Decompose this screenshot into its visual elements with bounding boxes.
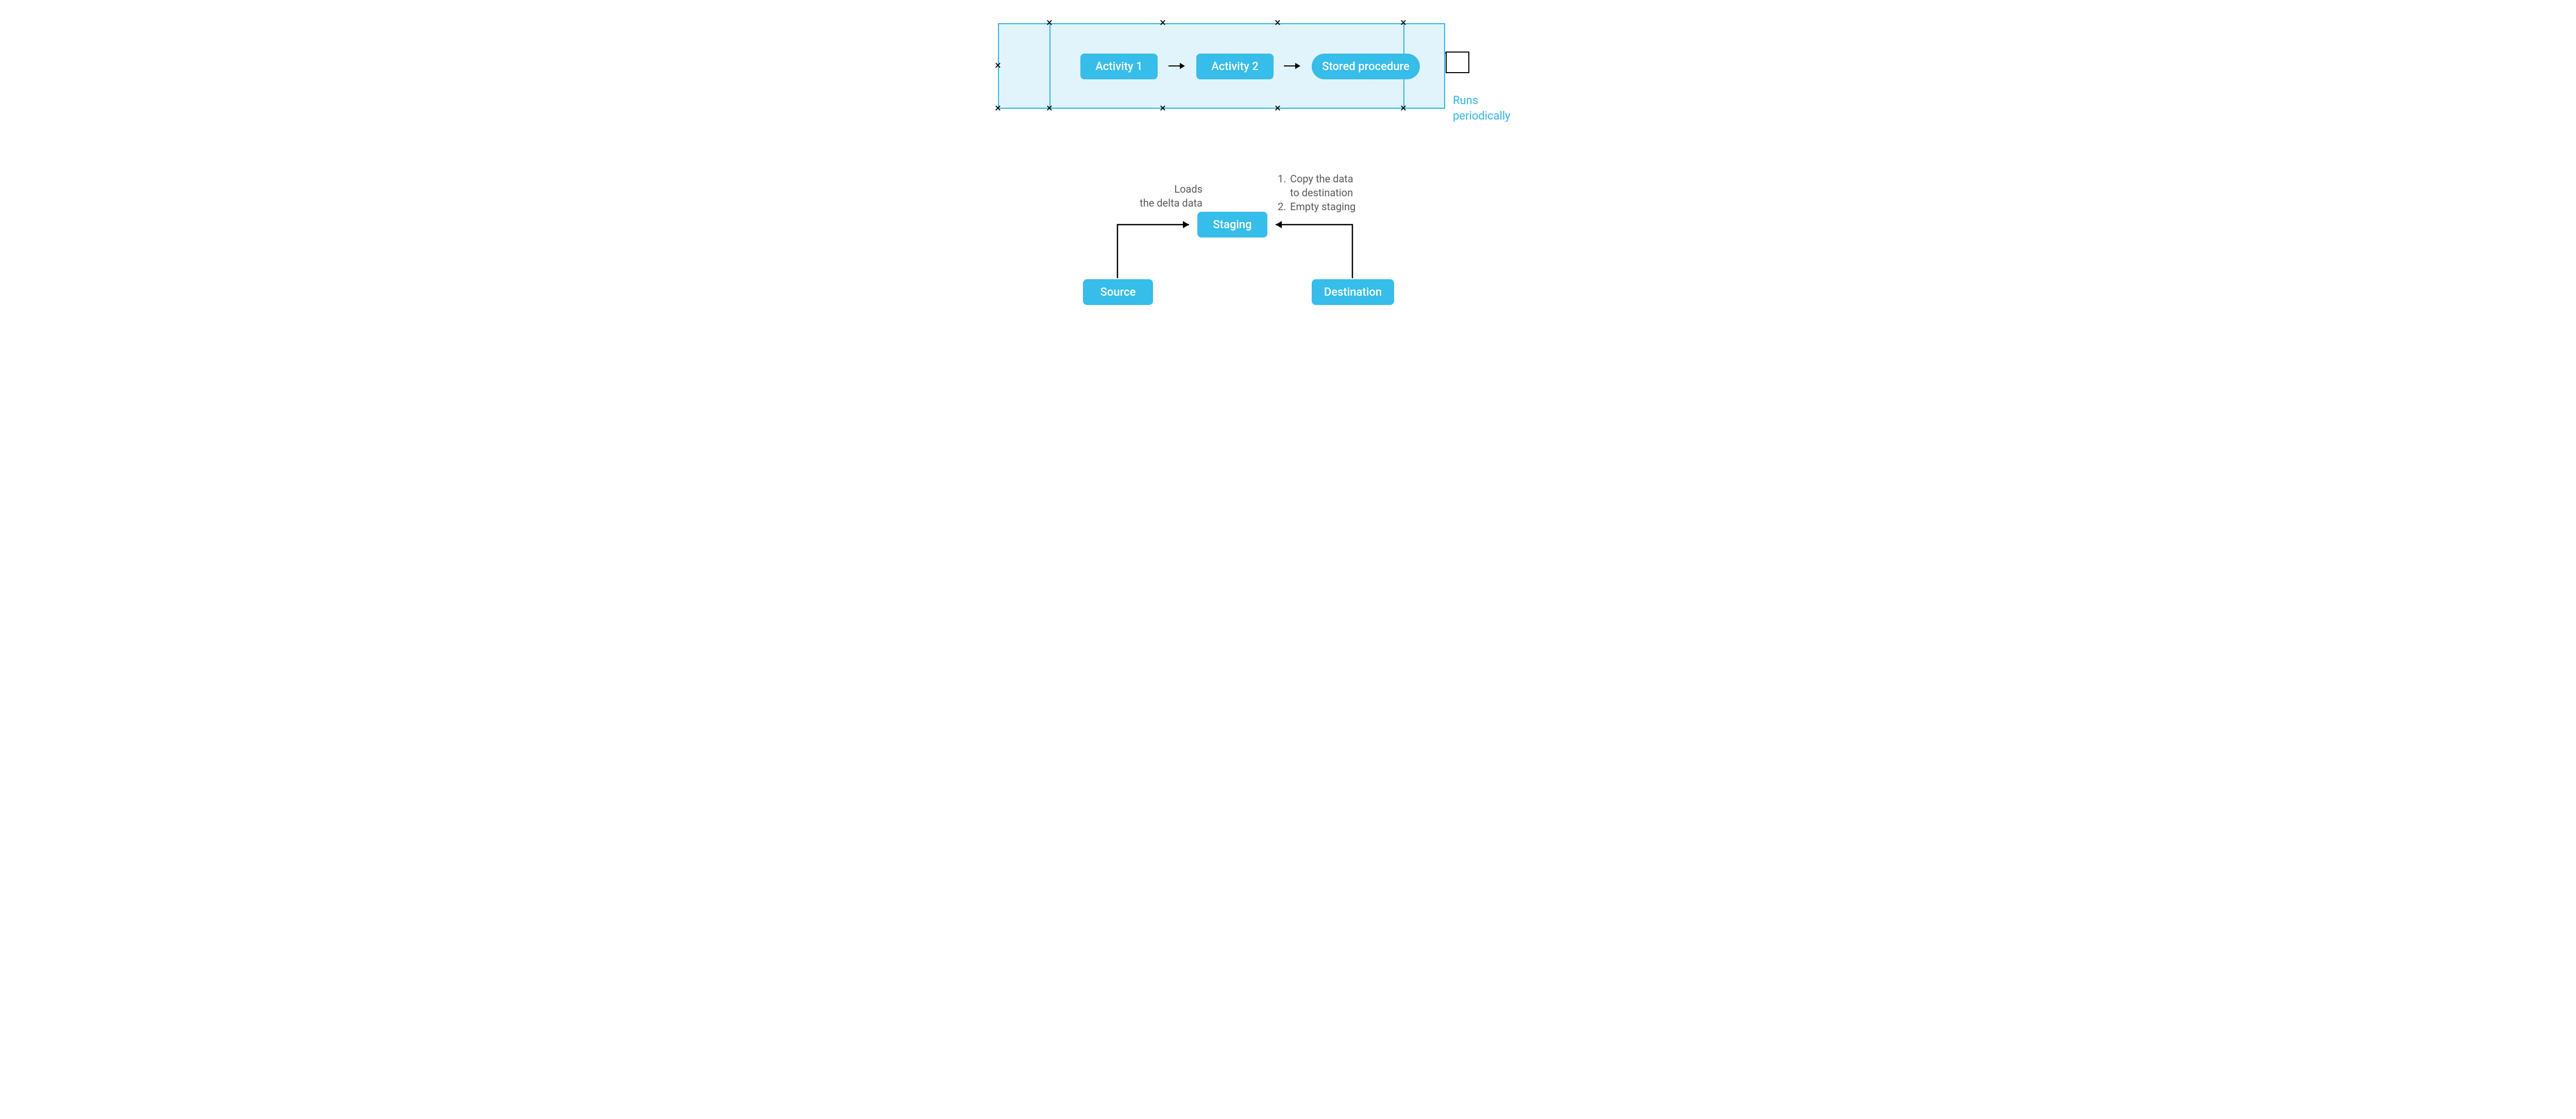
x-mark-8: × [1275, 103, 1281, 114]
pipeline-node-label-activity1: Activity 1 [1095, 60, 1143, 73]
flow-node-source: Source [1083, 279, 1153, 305]
x-mark-1: × [1160, 18, 1166, 29]
pipeline-side-handle [1446, 52, 1469, 73]
flow-label-right: 1.Copy the datato destination2.Empty sta… [1278, 172, 1386, 214]
x-mark-2: × [1275, 18, 1281, 29]
flow-label-left-line2: the delta data [1140, 197, 1202, 209]
x-mark-5: × [995, 103, 1001, 114]
flow-label-right-line2: to destination [1290, 186, 1353, 200]
pipeline-node-storedproc: Stored procedure [1312, 54, 1420, 79]
flow-label-left: Loads the delta data [1130, 182, 1202, 210]
pipeline-arrow-0 [1167, 61, 1186, 71]
flow-label-left-line1: Loads [1174, 183, 1202, 195]
flow-label-right-line1: Copy the data [1290, 172, 1353, 186]
flow-node-destination: Destination [1312, 279, 1394, 305]
flow-node-label-source: Source [1100, 286, 1136, 299]
x-mark-9: × [1400, 103, 1406, 114]
pipeline-side-label: Runs periodically [1453, 93, 1511, 124]
flow-label-right-line3: Empty staging [1290, 200, 1355, 214]
pipeline-node-activity2: Activity 2 [1196, 54, 1274, 79]
flow-node-label-destination: Destination [1324, 286, 1382, 299]
x-mark-0: × [1046, 18, 1053, 29]
x-mark-3: × [1400, 18, 1406, 29]
pipeline-side-connector [1445, 53, 1446, 54]
pipeline-node-activity1: Activity 1 [1080, 54, 1158, 79]
pipeline-arrow-1 [1283, 61, 1301, 71]
x-mark-7: × [1160, 103, 1166, 114]
x-mark-6: × [1046, 103, 1053, 114]
flow-node-label-staging: Staging [1213, 218, 1251, 231]
pipeline-node-label-activity2: Activity 2 [1211, 60, 1259, 73]
x-mark-4: × [995, 60, 1001, 72]
flow-node-staging: Staging [1197, 212, 1267, 238]
pipeline-node-label-storedproc: Stored procedure [1322, 60, 1410, 73]
pipeline-divider-left [1049, 23, 1050, 109]
